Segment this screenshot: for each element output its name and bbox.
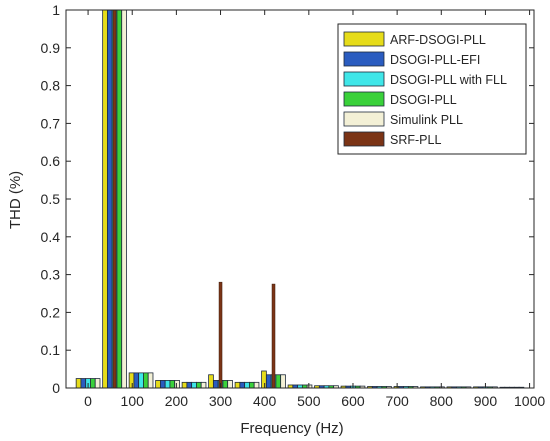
legend-swatch-srf-pll [343,131,385,147]
y-tick-label: 0.9 [41,40,61,56]
bar-dsogi-pll-efi-240 [186,381,193,389]
bar-dsogi-pll-60 [116,9,123,389]
x-axis-label: Frequency (Hz) [240,420,343,437]
bar-arf-dsogi-pll-240 [181,381,188,389]
bar-simulink-pll-60 [121,9,127,389]
legend-swatch-simulink-pll [343,111,385,127]
bar-srf-pll-420 [271,283,276,389]
bar-dsogi-pll-with-fll-180 [164,380,171,389]
x-tick-label: 300 [209,393,233,409]
bar-dsogi-pll-efi-60 [107,9,113,389]
bar-dsogi-pll-180 [169,380,176,389]
bar-dsogi-pll-with-fll-120 [138,372,144,389]
bar-simulink-pll-300 [227,380,233,389]
y-tick-label: 0.1 [41,342,61,358]
bar-arf-dsogi-pll-120 [128,372,135,389]
bar-dsogi-pll-360 [249,381,255,389]
bar-srf-pll-60 [112,9,117,389]
y-tick-label: 0.2 [41,304,61,320]
bar-simulink-pll-360 [253,381,260,389]
bar-simulink-pll-420 [280,374,286,389]
x-tick-label: 600 [341,393,365,409]
y-tick-label: 0.3 [41,267,61,283]
x-tick-label: 1000 [514,393,545,409]
y-axis-label: THD (%) [7,171,24,229]
legend-swatch-dsogi-pll [343,91,385,107]
x-tick-label: 100 [121,393,145,409]
bar-srf-pll-300 [218,281,223,389]
bar-dsogi-pll-efi-120 [133,372,140,389]
x-tick-label: 700 [385,393,409,409]
bar-simulink-pll-120 [147,372,154,389]
y-tick-label: 0.8 [41,78,61,94]
bar-arf-dsogi-pll-180 [155,380,161,389]
y-tick-label: 0.4 [41,229,61,245]
bar-dsogi-pll-efi-420 [265,374,272,389]
legend-label: ARF-DSOGI-PLL [390,33,486,47]
bar-simulink-pll-180 [174,380,180,389]
legend-swatch-dsogi-pll-with-fll [343,71,385,87]
bar-simulink-pll-240 [200,381,207,389]
bar-dsogi-pll-efi-180 [159,380,166,389]
legend-swatch-arf-dsogi-pll [343,31,385,47]
x-tick-label: 0 [84,393,92,409]
legend-label: DSOGI-PLL with FLL [390,73,507,87]
y-tick-label: 0 [52,380,60,396]
bar-dsogi-pll-efi-360 [239,381,246,389]
x-tick-label: 800 [430,393,454,409]
bar-arf-dsogi-pll-420 [261,370,267,389]
y-tick-label: 0.7 [41,115,61,131]
y-tick-label: 0.5 [41,191,61,207]
ticks-layer: 0 0.1 0.2 0.3 0.4 0.5 0.6 0.7 0.8 0.9 1 0 100 200 300 4… [41,2,546,409]
bar-dsogi-pll-420 [275,374,282,389]
x-tick-label: 900 [474,393,498,409]
bar-dsogi-pll-240 [196,381,202,389]
legend-label: DSOGI-PLL-EFI [390,53,480,67]
legend-label: SRF-PLL [390,133,441,147]
x-tick-label: 400 [253,393,277,409]
y-tick-label: 0.6 [41,153,61,169]
legend-label: Simulink PLL [390,113,463,127]
bar-dsogi-pll-efi-0 [80,378,87,389]
x-tick-label: 500 [297,393,321,409]
bar-arf-dsogi-pll-360 [234,381,241,389]
bar-dsogi-pll-with-fll-360 [244,381,250,389]
bar-dsogi-pll-with-fll-240 [191,381,197,389]
y-tick-label: 1 [52,2,60,18]
x-tick-label: 200 [165,393,189,409]
bar-dsogi-pll-120 [143,372,149,389]
legend-swatch-dsogi-pll-efi [343,51,385,67]
bar-simulink-pll-0 [94,378,101,389]
bar-dsogi-pll-efi-300 [212,380,219,389]
bar-arf-dsogi-pll-60 [102,9,108,389]
bar-arf-dsogi-pll-300 [208,374,214,389]
legend-label: DSOGI-PLL [390,93,457,107]
legend: ARF-DSOGI-PLL DSOGI-PLL-EFI DSOGI-PLL with… [337,23,527,155]
bar-arf-dsogi-pll-0 [75,378,82,389]
bar-dsogi-pll-300 [222,380,229,389]
bar-dsogi-pll-0 [90,378,96,389]
